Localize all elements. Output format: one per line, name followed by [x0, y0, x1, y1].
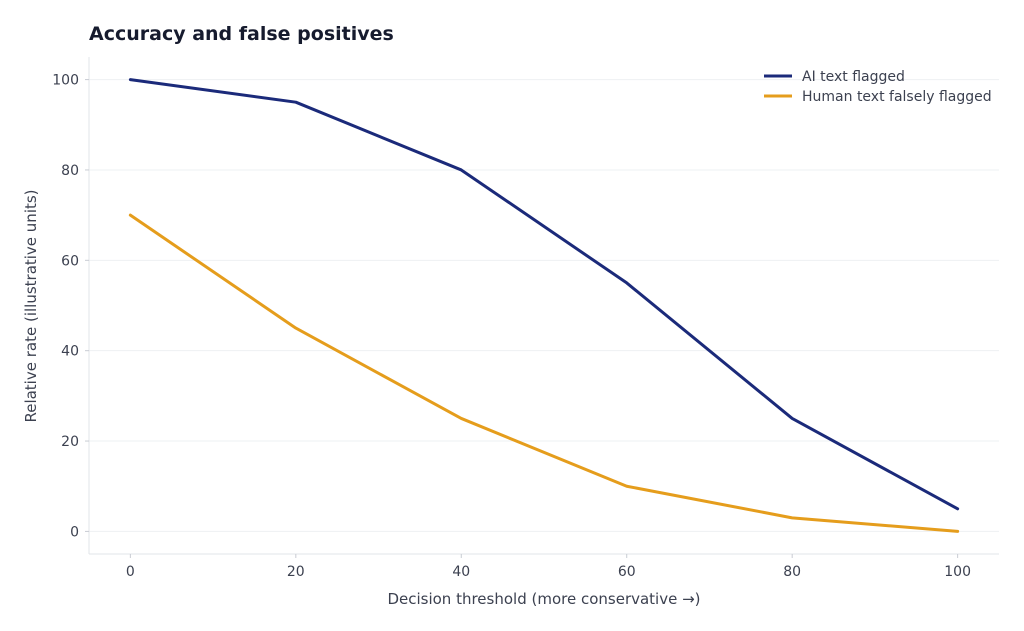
- legend-label-human-text-falsely-flagged: Human text falsely flagged: [802, 89, 992, 105]
- x-tick-label: 80: [783, 564, 801, 580]
- x-tick-label: 20: [287, 564, 305, 580]
- series-line-ai-text-flagged: [128, 78, 960, 511]
- chart-title: Accuracy and false positives: [89, 23, 394, 45]
- x-tick-label: 40: [452, 564, 470, 580]
- y-tick-label: 40: [61, 344, 79, 360]
- y-ticks: 0 20 40 60 80 100: [52, 73, 89, 540]
- grid-lines: [89, 79, 999, 532]
- series-lines: [128, 78, 960, 533]
- y-tick-label: 80: [61, 163, 79, 179]
- y-tick-label: 100: [52, 73, 79, 89]
- legend: AI text flagged Human text falsely flagge…: [764, 69, 992, 105]
- legend-label-ai-text-flagged: AI text flagged: [802, 69, 905, 85]
- y-axis-label: Relative rate (illustrative units): [22, 189, 40, 422]
- y-tick-label: 0: [70, 524, 79, 540]
- x-ticks: 0 20 40 60 80 100: [126, 554, 971, 580]
- x-axis-label: Decision threshold (more conservative →): [387, 590, 700, 608]
- series-line-human-text-falsely-flagged: [128, 213, 960, 533]
- y-tick-label: 60: [61, 253, 79, 269]
- x-tick-label: 100: [944, 564, 971, 580]
- x-tick-label: 60: [618, 564, 636, 580]
- y-tick-label: 20: [61, 434, 79, 450]
- x-tick-label: 0: [126, 564, 135, 580]
